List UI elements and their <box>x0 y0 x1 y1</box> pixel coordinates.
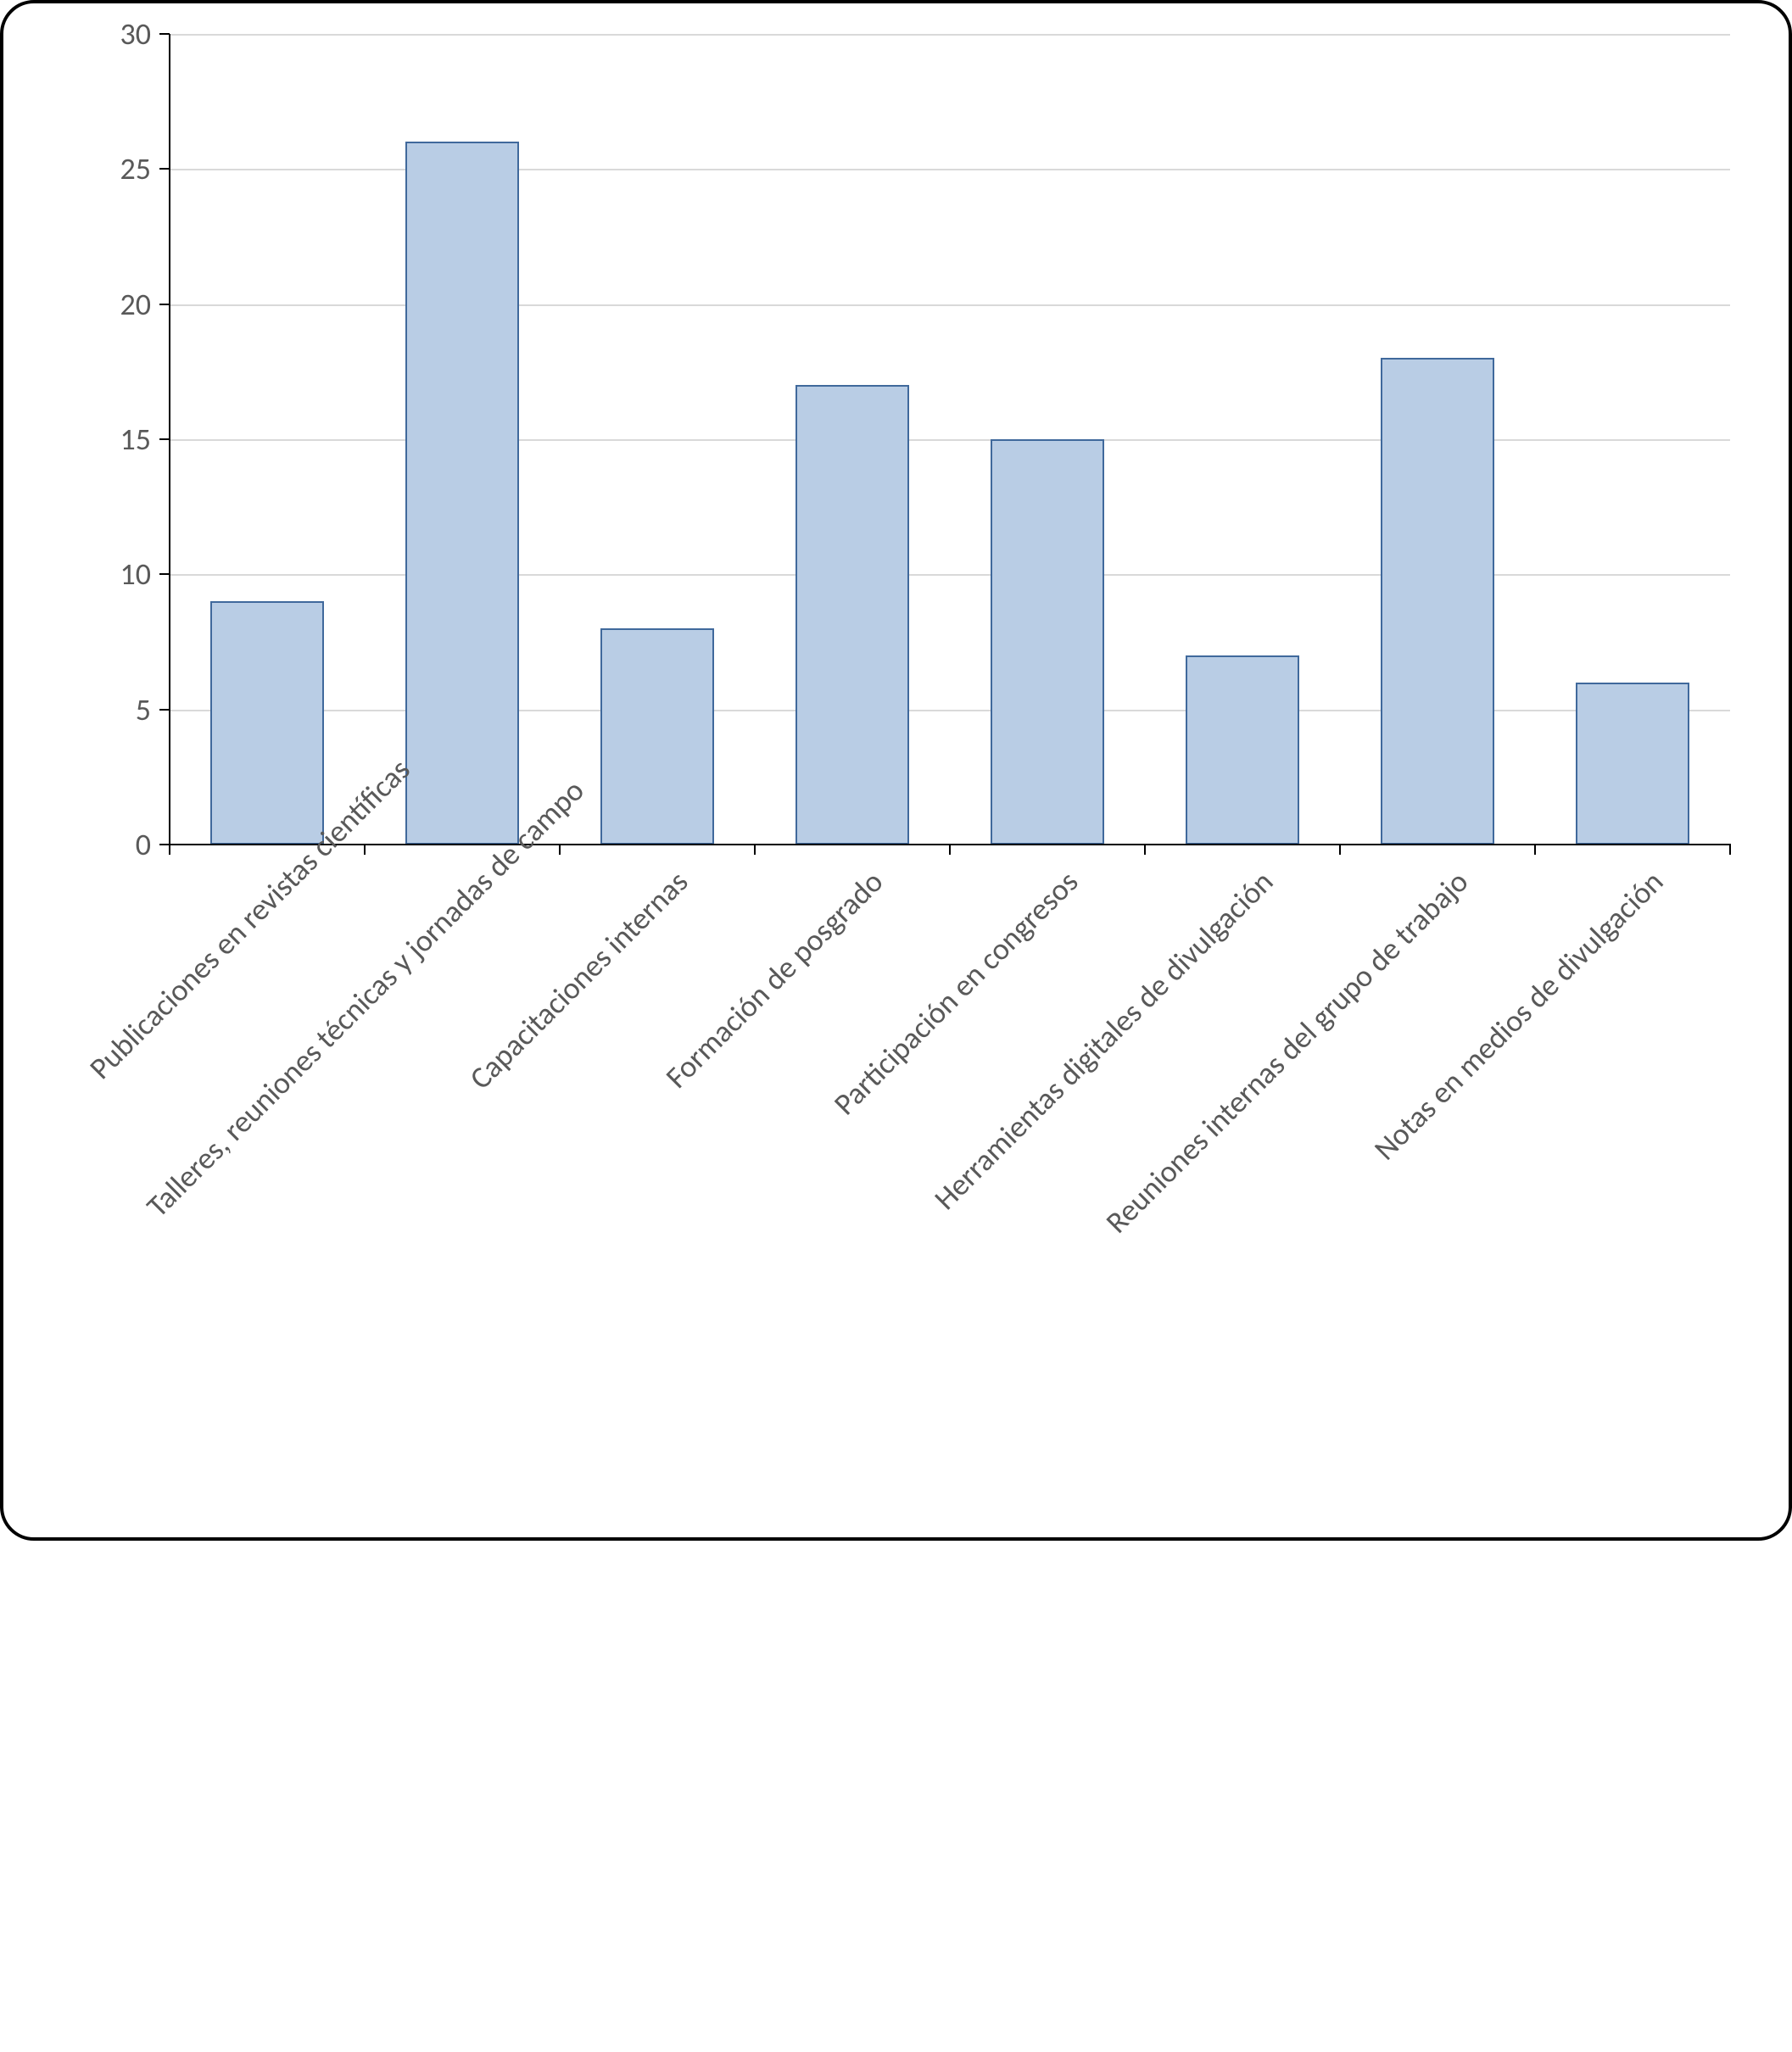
gridline <box>170 34 1730 36</box>
x-tick-mark <box>169 845 170 855</box>
bar <box>991 439 1103 845</box>
y-tick-mark <box>159 438 170 440</box>
bar <box>1576 683 1689 845</box>
y-tick-mark <box>159 33 170 35</box>
y-tick-mark <box>159 168 170 170</box>
x-category-label: Participación en congresos <box>310 863 1086 1638</box>
y-tick-label: 30 <box>120 15 152 53</box>
y-tick-label: 15 <box>120 421 152 458</box>
y-tick-label: 25 <box>120 150 152 187</box>
gridline <box>170 710 1730 711</box>
x-tick-mark <box>949 845 951 855</box>
x-category-label: Talleres, reuniones técnicas y jornadas … <box>139 863 500 1224</box>
x-tick-mark <box>1729 845 1731 855</box>
bar <box>405 142 518 845</box>
y-tick-mark <box>159 573 170 575</box>
x-tick-mark <box>1144 845 1146 855</box>
plot-area <box>170 34 1730 845</box>
x-tick-mark <box>754 845 756 855</box>
y-tick-label: 20 <box>120 286 152 323</box>
y-tick-label: 10 <box>120 555 152 593</box>
bar <box>1186 655 1298 845</box>
y-tick-label: 5 <box>136 691 151 728</box>
x-category-label: Publicaciones en revistas científicas <box>81 863 305 1087</box>
gridline <box>170 574 1730 576</box>
gridline <box>170 304 1730 306</box>
x-tick-mark <box>364 845 366 855</box>
bar <box>1381 358 1493 845</box>
y-tick-mark <box>159 709 170 711</box>
y-tick-label: 0 <box>136 826 151 863</box>
bar <box>210 601 323 845</box>
gridline <box>170 439 1730 441</box>
bar <box>600 628 713 845</box>
x-tick-mark <box>1339 845 1341 855</box>
chart-container: 0 5 10 15 20 25 30 Publicaciones en revistas c… <box>0 0 1792 1541</box>
x-tick-mark <box>1534 845 1536 855</box>
x-category-label: Herramientas digitales de divulgación <box>367 863 1281 1776</box>
gridline <box>170 169 1730 170</box>
x-tick-mark <box>559 845 561 855</box>
y-tick-mark <box>159 304 170 305</box>
bar <box>796 385 908 845</box>
